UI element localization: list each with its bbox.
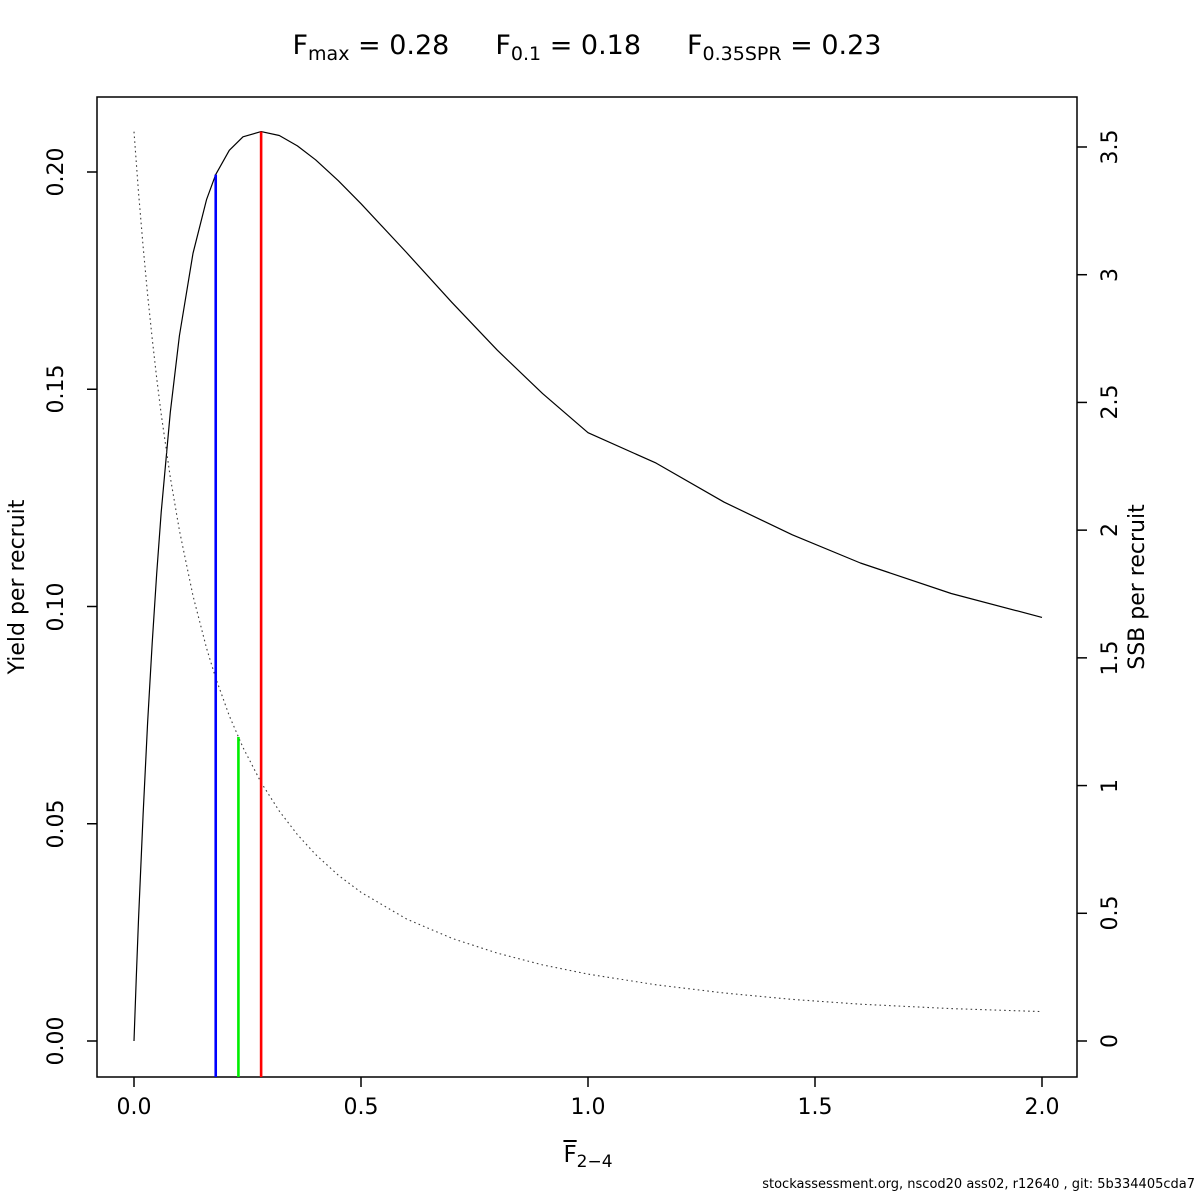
title-term-subscript: max xyxy=(308,43,350,65)
y-right-tick-label: 2 xyxy=(1098,523,1123,538)
title-term-base: F xyxy=(495,30,511,61)
y-right-axis-title: SSB per recruit xyxy=(1125,504,1150,670)
x-tick-label: 1.0 xyxy=(570,1095,606,1120)
y-right-tick-label: 0 xyxy=(1098,1034,1123,1048)
x-tick-label: 1.5 xyxy=(797,1095,833,1120)
chart-title: Fmax = 0.28 F0.1 = 0.18 F0.35SPR = 0.23 xyxy=(97,30,1077,65)
x-tick-label: 2.0 xyxy=(1024,1095,1060,1120)
y-left-tick-label: 0.15 xyxy=(44,364,69,414)
title-term: F0.1 = 0.18 xyxy=(495,30,642,65)
ssb-per-recruit-curve xyxy=(133,131,1043,1013)
title-term-base: F xyxy=(687,30,703,61)
x-axis-title-subscript: 2−4 xyxy=(576,1152,613,1172)
y-left-tick-label: 0.20 xyxy=(44,147,69,197)
y-right-tick-label: 3 xyxy=(1098,267,1123,282)
y-right-tick-label: 1 xyxy=(1098,778,1123,793)
title-term-value: = 0.28 xyxy=(349,30,450,61)
title-term-base: F xyxy=(292,30,309,61)
y-right-tick-label: 2.5 xyxy=(1098,384,1123,420)
y-left-axis-title: Yield per recruit xyxy=(5,499,30,675)
y-left-tick-label: 0.05 xyxy=(44,799,69,849)
y-right-tick-label: 0.5 xyxy=(1098,895,1123,931)
title-term-value: = 0.18 xyxy=(541,30,642,61)
title-term: Fmax = 0.28 xyxy=(292,30,450,65)
y-left-tick-label: 0.00 xyxy=(44,1016,69,1066)
y-left-tick-label: 0.10 xyxy=(44,582,69,631)
title-term-value: = 0.23 xyxy=(781,30,882,61)
x-tick-label: 0.5 xyxy=(343,1095,379,1120)
title-term: F0.35SPR = 0.23 xyxy=(687,30,882,65)
y-right-tick-label: 3.5 xyxy=(1098,129,1123,165)
title-term-subscript: 0.1 xyxy=(510,43,542,65)
yield-per-recruit-curve xyxy=(133,131,1043,1042)
x-axis-title: F2−4 xyxy=(563,1142,612,1172)
plot-box xyxy=(96,96,1078,1078)
y-right-tick-label: 1.5 xyxy=(1098,640,1123,676)
x-tick-label: 0.0 xyxy=(116,1095,152,1120)
title-term-subscript: 0.35SPR xyxy=(702,43,782,65)
footer-attribution: stockassessment.org, nscod20 ass02, r126… xyxy=(762,1177,1195,1192)
x-axis-title-base: F xyxy=(563,1142,577,1168)
